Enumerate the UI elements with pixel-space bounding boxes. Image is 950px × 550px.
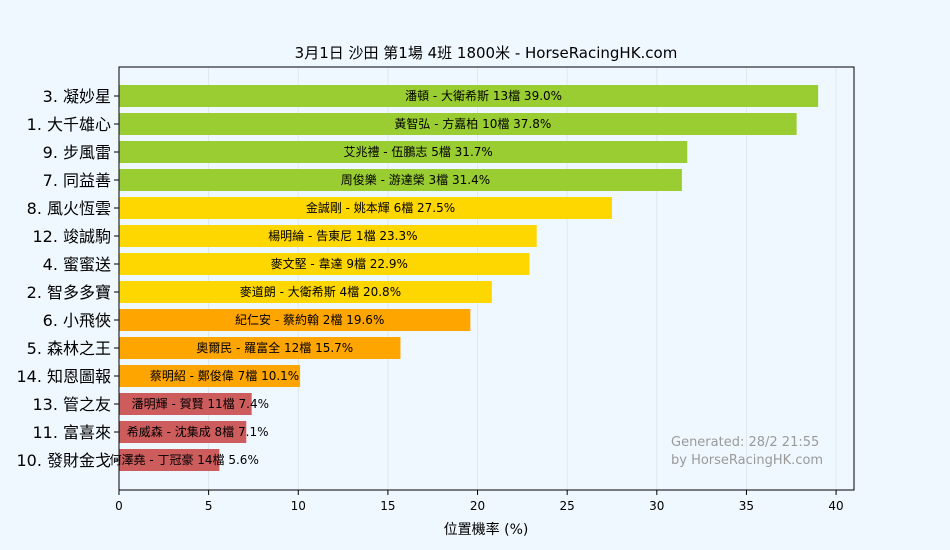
bar — [119, 309, 471, 331]
category-label: 5. 森林之王 — [27, 339, 111, 358]
plot-frame — [118, 66, 855, 491]
bar-label: 周俊樂 - 游達榮 3檔 31.4% — [341, 172, 490, 187]
category-label: 9. 步風雷 — [43, 143, 111, 162]
bar — [119, 393, 252, 415]
bar — [119, 225, 537, 247]
bar-label: 麥文堅 - 韋達 9檔 22.9% — [271, 256, 408, 271]
bar — [119, 197, 612, 219]
bar-label: 何澤堯 - 丁冠豪 14檔 5.6% — [110, 452, 259, 467]
bar — [119, 85, 819, 107]
bar — [119, 281, 492, 303]
bar — [119, 337, 401, 359]
bar-label: 希威森 - 沈集成 8檔 7.1% — [127, 424, 269, 439]
x-tick-label: 35 — [739, 499, 754, 513]
bar-label: 楊明綸 - 告東尼 1檔 23.3% — [268, 228, 417, 243]
bar-label: 奧爾民 - 羅富全 12檔 15.7% — [196, 340, 353, 355]
x-tick-label: 10 — [291, 499, 306, 513]
x-tick-label: 25 — [560, 499, 575, 513]
bar — [119, 169, 682, 191]
category-label: 10. 發財金戈 — [16, 451, 111, 470]
bar-label: 紀仁安 - 蔡約翰 2檔 19.6% — [235, 312, 384, 327]
watermark-site: by HorseRacingHK.com — [671, 453, 823, 468]
watermark-generated: Generated: 28/2 21:55 — [671, 435, 819, 450]
category-label: 4. 蜜蜜送 — [43, 255, 111, 274]
bar — [119, 253, 530, 275]
bar — [119, 113, 797, 135]
x-axis-label: 位置機率 (%) — [444, 521, 529, 538]
bar-label: 麥道朗 - 大衛希斯 4檔 20.8% — [240, 284, 401, 299]
x-tick-label: 20 — [470, 499, 485, 513]
bar-label: 金誠剛 - 姚本輝 6檔 27.5% — [306, 200, 455, 215]
x-tick-label: 5 — [205, 499, 213, 513]
category-label: 3. 凝妙星 — [43, 87, 111, 106]
x-tick-label: 15 — [380, 499, 395, 513]
category-label: 13. 管之友 — [32, 395, 111, 414]
x-axis-ticks: 0 5 10 15 20 25 30 35 40 — [115, 490, 844, 513]
category-label: 12. 竣誠駒 — [32, 227, 111, 246]
x-tick-label: 30 — [649, 499, 664, 513]
category-label: 11. 富喜來 — [32, 423, 111, 442]
bars: 3. 凝妙星 潘頓 - 大衛希斯 13檔 39.0% 1. 大千雄心 黃智弘 - 方嘉… — [16, 85, 819, 471]
x-tick-label: 0 — [115, 499, 123, 513]
bar-label: 蔡明紹 - 鄭俊偉 7檔 10.1% — [150, 368, 299, 383]
bar-label: 黃智弘 - 方嘉柏 10檔 37.8% — [394, 116, 551, 131]
category-label: 1. 大千雄心 — [27, 115, 111, 134]
bar — [119, 141, 688, 163]
bar-label: 艾兆禮 - 伍鵬志 5檔 31.7% — [343, 145, 492, 159]
category-label: 6. 小飛俠 — [43, 311, 111, 330]
bar-label: 潘頓 - 大衛希斯 13檔 39.0% — [405, 88, 562, 103]
category-label: 8. 風火恆雲 — [27, 199, 111, 218]
category-label: 2. 智多多寶 — [27, 283, 111, 302]
category-label: 7. 同益善 — [43, 171, 111, 190]
x-tick-label: 40 — [828, 499, 843, 513]
bar-label: 潘明輝 - 賀賢 11檔 7.4% — [132, 397, 269, 411]
chart-title: 3月1日 沙田 第1場 4班 1800米 - HorseRacingHK.com — [295, 44, 678, 62]
bar — [119, 421, 247, 443]
bar — [119, 449, 220, 471]
category-label: 14. 知恩圖報 — [16, 367, 111, 386]
bar — [119, 365, 301, 387]
